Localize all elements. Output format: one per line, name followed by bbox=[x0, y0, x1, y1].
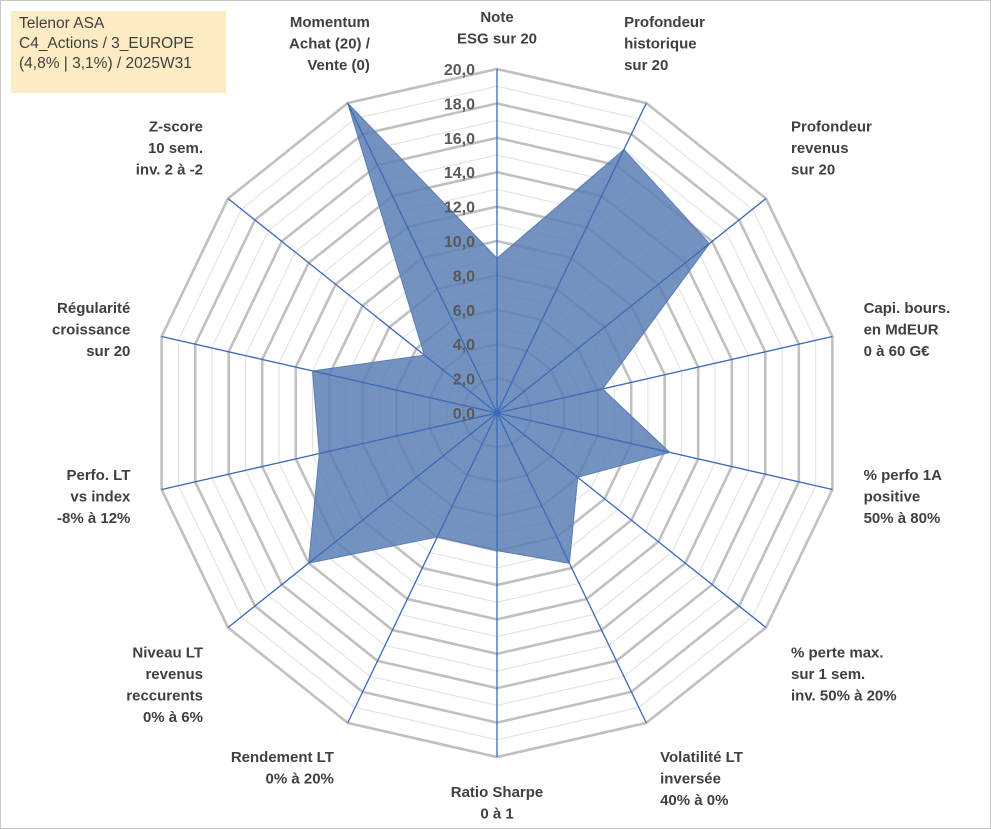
data-point bbox=[496, 257, 498, 260]
tick-label: 2,0 bbox=[453, 372, 475, 389]
axis-label: Momentum Achat (20) / Vente (0) bbox=[289, 14, 371, 74]
data-point bbox=[623, 148, 625, 151]
axis-label-line: sur 1 sem. bbox=[791, 666, 865, 683]
axis-label: Régularité croissance sur 20 bbox=[52, 300, 130, 360]
title-line-1: Telenor ASA bbox=[19, 15, 105, 32]
tick-label: 14,0 bbox=[444, 165, 475, 182]
axis-label-line: % perte max. bbox=[791, 644, 884, 661]
axis-label-line: inv. 2 à -2 bbox=[136, 162, 203, 179]
axis-label-line: Perfo. LT bbox=[67, 467, 131, 484]
data-point bbox=[601, 388, 604, 390]
axis-line bbox=[347, 412, 498, 724]
axis-line bbox=[496, 102, 647, 414]
axis-line bbox=[496, 412, 833, 491]
title-line-2: C4_Actions / 3_EUROPE bbox=[19, 35, 194, 52]
axis-label-line: Z-score bbox=[149, 119, 203, 136]
axis-label-line: 0 à 60 G€ bbox=[864, 343, 931, 360]
title-line-3: (4,8% | 3,1%) / 2025W31 bbox=[19, 55, 192, 72]
data-point bbox=[423, 354, 426, 356]
axis-line bbox=[496, 335, 833, 414]
axis-label-line: 0% à 20% bbox=[266, 770, 334, 787]
tick-label: 20,0 bbox=[444, 62, 475, 79]
axis-line bbox=[496, 412, 767, 629]
tick-label: 16,0 bbox=[444, 131, 475, 148]
axis-label-line: 10 sem. bbox=[148, 140, 203, 157]
tick-label: 6,0 bbox=[453, 303, 475, 320]
title-box: Telenor ASA C4_Actions / 3_EUROPE (4,8% … bbox=[11, 11, 226, 93]
axis-label-line: Volatilité LT bbox=[660, 749, 743, 766]
axis-label-line: en MdEUR bbox=[864, 321, 939, 338]
tick-label: 18,0 bbox=[444, 96, 475, 113]
axis-label: Perfo. LT vs index -8% à 12% bbox=[57, 467, 131, 527]
axis-label-line: Momentum bbox=[290, 14, 370, 31]
data-point bbox=[668, 451, 671, 454]
axis-label-line: Profondeur bbox=[624, 14, 705, 31]
axis-label-line: sur 20 bbox=[791, 162, 835, 179]
axis-label-line: vs index bbox=[70, 489, 131, 506]
axis-line bbox=[227, 412, 498, 629]
tick-label: 4,0 bbox=[453, 337, 475, 354]
data-point bbox=[346, 102, 349, 104]
axis-label-line: Ratio Sharpe bbox=[451, 784, 544, 801]
axis-label-line: 50% à 80% bbox=[864, 510, 941, 527]
tick-label: 10,0 bbox=[444, 234, 475, 251]
axis-label: Capi. bours. en MdEUR 0 à 60 G€ bbox=[864, 300, 951, 360]
axis-line bbox=[496, 412, 647, 724]
axis-label-line: Profondeur bbox=[791, 119, 872, 136]
tick-label: 12,0 bbox=[444, 200, 475, 217]
axis-label-line: Vente (0) bbox=[307, 57, 370, 74]
axis-label-line: 0 à 1 bbox=[480, 806, 513, 823]
axis-label-line: historique bbox=[624, 36, 697, 53]
data-point bbox=[318, 452, 321, 455]
axis-label-line: positive bbox=[864, 489, 921, 506]
axis-line bbox=[227, 197, 498, 414]
axis-label-line: 40% à 0% bbox=[660, 792, 728, 809]
axis-label: Profondeur revenus sur 20 bbox=[791, 119, 872, 179]
axis-line bbox=[161, 412, 498, 491]
axis-label-line: -8% à 12% bbox=[57, 510, 130, 527]
tick-label: 0,0 bbox=[453, 406, 475, 423]
axis-label: % perfo 1A positive 50% à 80% bbox=[864, 467, 943, 527]
axis-label-line: Régularité bbox=[57, 300, 130, 317]
axis-label-line: revenus bbox=[145, 666, 203, 683]
axis-label-line: inv. 50% à 20% bbox=[791, 687, 897, 704]
axis-label-line: croissance bbox=[52, 321, 130, 338]
axis-label: Note ESG sur 20 bbox=[457, 9, 537, 48]
axis-label: Profondeur historique sur 20 bbox=[624, 14, 705, 74]
axis-label-line: Capi. bours. bbox=[864, 300, 951, 317]
axis-label-line: Rendement LT bbox=[231, 749, 334, 766]
axis-label-line: revenus bbox=[791, 140, 849, 157]
series-area bbox=[308, 102, 711, 564]
axis-label-line: sur 20 bbox=[86, 343, 130, 360]
axis-label-line: Note bbox=[480, 9, 513, 26]
data-point bbox=[307, 562, 310, 564]
axis-label: Z-score 10 sem. inv. 2 à -2 bbox=[136, 119, 203, 179]
axis-label: Rendement LT 0% à 20% bbox=[231, 749, 334, 788]
data-point bbox=[311, 370, 314, 372]
axis-label-line: Achat (20) / bbox=[289, 36, 371, 53]
axis-label-line: Niveau LT bbox=[132, 644, 203, 661]
axis-label-line: % perfo 1A bbox=[864, 467, 943, 484]
axis-line bbox=[496, 197, 767, 414]
data-point bbox=[708, 242, 711, 245]
axis-label-line: 0% à 6% bbox=[143, 709, 203, 726]
axis-label-line: sur 20 bbox=[624, 57, 668, 74]
axis-label: Niveau LT revenus reccurents 0% à 6% bbox=[126, 644, 203, 726]
data-point bbox=[496, 549, 498, 552]
axis-label: Volatilité LT inversée 40% à 0% bbox=[660, 749, 743, 809]
tick-label: 8,0 bbox=[453, 268, 475, 285]
data-point bbox=[568, 562, 571, 565]
data-point bbox=[436, 536, 439, 538]
axis-line bbox=[161, 335, 498, 414]
axis-line bbox=[347, 102, 498, 414]
axis-label: Ratio Sharpe 0 à 1 bbox=[451, 784, 544, 823]
axis-label-line: reccurents bbox=[126, 687, 203, 704]
axis-label: % perte max. sur 1 sem. inv. 50% à 20% bbox=[791, 644, 897, 704]
axis-label-line: inversée bbox=[660, 770, 721, 787]
axis-label-line: ESG sur 20 bbox=[457, 31, 537, 48]
data-point bbox=[576, 476, 579, 479]
